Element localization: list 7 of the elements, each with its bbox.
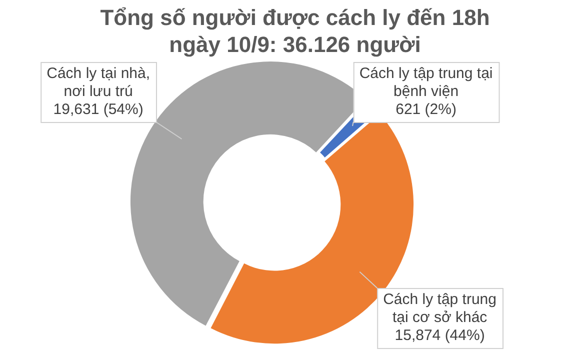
data-label: 621 (2%) bbox=[396, 101, 456, 118]
chart-title: Tổng số người được cách ly đến 18h ngày 10/9: 36.126 người bbox=[99, 4, 491, 58]
data-label: 19,631 (54%) bbox=[53, 101, 144, 118]
slice-label: Cách ly tập trung tại cơ sở khác bbox=[383, 291, 496, 326]
data-label: 15,874 (44%) bbox=[394, 327, 485, 344]
slice-label: Cách ly tại nhà, nơi lưu trú bbox=[46, 65, 150, 100]
slice-label: Cách ly tập trung tại bệnh viện bbox=[359, 65, 493, 100]
